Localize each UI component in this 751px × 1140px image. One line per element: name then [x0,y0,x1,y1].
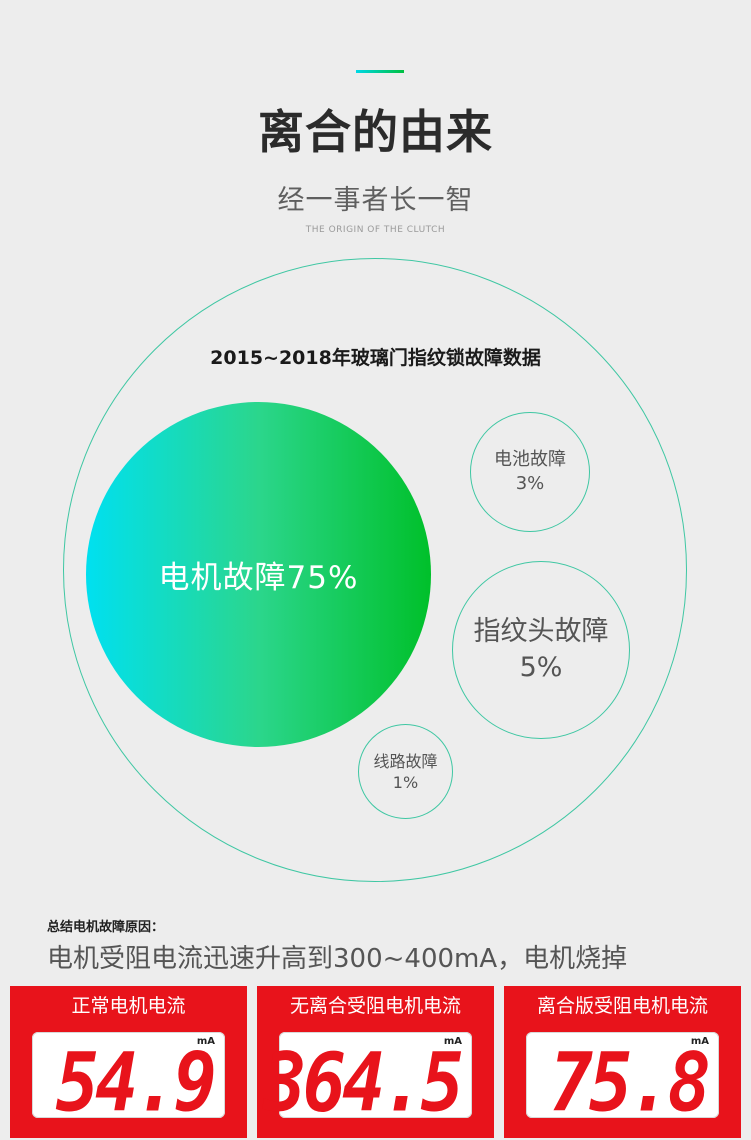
unit-label: mA [196,1036,215,1047]
current-card-clutch: 离合版受阻电机电流 mA 75.8 [504,986,741,1138]
current-card-normal: 正常电机电流 mA 54.9 [10,986,247,1138]
current-card-label: 离合版受阻电机电流 [536,995,708,1017]
bubble-wiring-fault-value: 1% [392,772,419,792]
current-card-no-clutch: 无离合受阻电机电流 mA 364.5 [257,986,494,1138]
lcd-display: mA 54.9 [32,1032,225,1123]
current-reading: 364.5 [263,1035,464,1130]
bubble-battery-fault: 电池故障 3% [470,412,590,532]
chart-outer-ring [63,258,687,882]
bubble-motor-fault: 电机故障75% [86,402,431,747]
bubble-wiring-fault: 线路故障 1% [358,724,453,819]
unit-label: mA [443,1036,462,1047]
current-reading: 54.9 [55,1035,217,1130]
page-title: 离合的由来 [258,105,493,159]
bubble-fingerprint-fault-label: 指纹头故障 [473,616,609,647]
bubble-fingerprint-fault-value: 5% [519,652,563,683]
unit-label: mA [690,1036,709,1047]
current-reading: 75.8 [549,1035,711,1130]
chart-title: 2015~2018年玻璃门指纹锁故障数据 [210,347,541,369]
lcd-display: mA 75.8 [526,1032,719,1123]
current-card-label: 正常电机电流 [71,995,186,1017]
accent-line [356,70,404,73]
page-subtitle-english: THE ORIGIN OF THE CLUTCH [305,225,446,235]
bubble-battery-fault-label: 电池故障 [494,449,566,470]
bubble-fingerprint-fault: 指纹头故障 5% [452,561,630,739]
current-card-label: 无离合受阻电机电流 [289,995,461,1017]
summary-text: 电机受阻电流迅速升高到300~400mA，电机烧掉 [47,944,628,974]
summary-label: 总结电机故障原因： [47,920,165,935]
bubble-battery-fault-value: 3% [515,473,545,494]
lcd-display: mA 364.5 [263,1032,472,1123]
page-subtitle: 经一事者长一智 [277,185,474,216]
bubble-motor-fault-label: 电机故障75% [158,560,359,596]
bubble-wiring-fault-label: 线路故障 [373,751,438,771]
